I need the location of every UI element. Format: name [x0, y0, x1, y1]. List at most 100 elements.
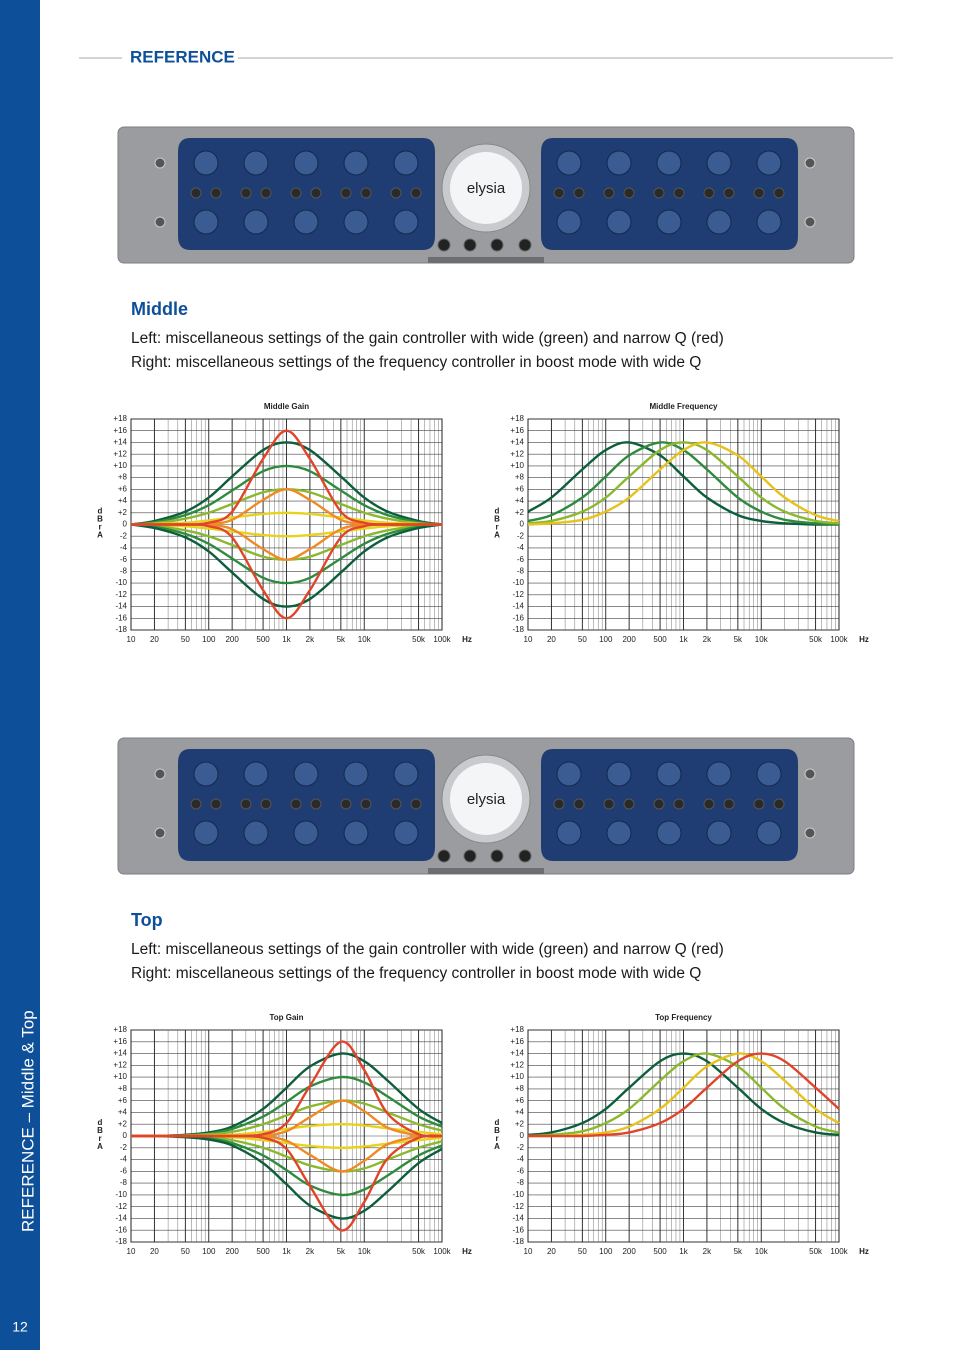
x-tick-label: 100 [599, 1247, 613, 1256]
center-disc [450, 763, 522, 835]
y-tick-label: -16 [512, 613, 524, 622]
device-panel [178, 749, 435, 861]
knob [193, 761, 219, 787]
section-text: Left: miscellaneous settings of the gain… [131, 330, 724, 347]
device-base [428, 868, 544, 874]
switch [390, 187, 402, 199]
y-tick-label: +14 [510, 1049, 524, 1058]
y-tick-label: -4 [120, 1155, 128, 1164]
y-tick-label: -4 [517, 1155, 525, 1164]
switch [623, 187, 635, 199]
y-tick-label: -8 [517, 566, 525, 575]
curve [130, 464, 443, 526]
y-tick-label: -12 [115, 1202, 127, 1211]
x-tick-label: 5k [734, 1247, 743, 1256]
x-tick-label: 20 [547, 1247, 556, 1256]
knob [656, 150, 682, 176]
switch [553, 187, 565, 199]
y-tick-label: -16 [512, 1225, 524, 1234]
chart-title: Middle Gain [264, 402, 309, 411]
x-tick-label: 5k [734, 635, 743, 644]
y-tick-label: -18 [115, 1237, 127, 1246]
y-tick-label: +2 [118, 508, 128, 517]
switch [553, 798, 565, 810]
y-tick-label: -8 [517, 1178, 525, 1187]
x-tick-label: 200 [225, 635, 239, 644]
y-tick-label: -10 [512, 1190, 524, 1199]
device-base [428, 257, 544, 263]
switch [310, 187, 322, 199]
y-tick-label: -6 [120, 1166, 128, 1175]
switch [240, 798, 252, 810]
switch [390, 798, 402, 810]
y-tick-label: -8 [120, 1178, 128, 1187]
chart-title: Middle Frequency [649, 402, 718, 411]
curve [130, 511, 443, 526]
x-tick-label: 10 [524, 635, 533, 644]
x-axis-label: Hz [859, 1247, 869, 1256]
knob [656, 761, 682, 787]
y-tick-label: -12 [115, 590, 127, 599]
rack-hole [154, 768, 166, 780]
y-tick-label: +8 [118, 473, 128, 482]
y-tick-label: +4 [515, 496, 525, 505]
rack-hole [154, 216, 166, 228]
x-tick-label: 50 [578, 1247, 587, 1256]
y-axis-label: dBrA [96, 507, 105, 539]
y-tick-label: -8 [120, 566, 128, 575]
y-tick-label: -12 [512, 590, 524, 599]
knob [606, 150, 632, 176]
switch [360, 798, 372, 810]
knob [343, 209, 369, 235]
switch [623, 798, 635, 810]
switch [603, 798, 615, 810]
y-tick-label: +6 [118, 1096, 128, 1105]
switch [723, 187, 735, 199]
y-tick-label: +8 [515, 1084, 525, 1093]
curve [527, 1052, 840, 1138]
x-tick-label: 200 [622, 1247, 636, 1256]
y-tick-label: -10 [512, 578, 524, 587]
knob [706, 150, 732, 176]
rack-hole [804, 827, 816, 839]
knob [393, 150, 419, 176]
x-axis-label: Hz [859, 635, 869, 644]
y-tick-label: +4 [118, 496, 128, 505]
y-tick-label: +18 [113, 1025, 127, 1034]
switch [603, 187, 615, 199]
y-axis-label: dBrA [96, 1118, 105, 1150]
y-tick-label: -12 [512, 1202, 524, 1211]
knob [606, 820, 632, 846]
section-text: Right: miscellaneous settings of the fre… [131, 354, 701, 371]
y-tick-label: -10 [115, 1190, 127, 1199]
knob [556, 209, 582, 235]
y-tick-label: +4 [515, 1108, 525, 1117]
switch [753, 187, 765, 199]
knob [343, 150, 369, 176]
device-panel [541, 749, 798, 861]
curve [527, 441, 840, 526]
jack [463, 849, 477, 863]
y-tick-label: +10 [113, 461, 127, 470]
section-heading: Top [131, 910, 163, 930]
x-tick-label: 2k [306, 1247, 315, 1256]
knob [706, 209, 732, 235]
x-tick-label: 20 [150, 635, 159, 644]
y-tick-label: +18 [113, 414, 127, 423]
curve [528, 1052, 840, 1138]
knob [243, 761, 269, 787]
y-tick-label: +16 [113, 426, 127, 435]
x-tick-label: 100k [830, 1247, 848, 1256]
y-tick-label: -18 [512, 625, 524, 634]
jack [490, 849, 504, 863]
knob [393, 209, 419, 235]
x-tick-label: 10 [524, 1247, 533, 1256]
knob [243, 820, 269, 846]
y-tick-label: +10 [510, 1072, 524, 1081]
y-tick-label: +12 [113, 1060, 127, 1069]
x-tick-label: 50 [578, 635, 587, 644]
x-tick-label: 1k [679, 635, 688, 644]
jack [490, 238, 504, 252]
switch [673, 798, 685, 810]
